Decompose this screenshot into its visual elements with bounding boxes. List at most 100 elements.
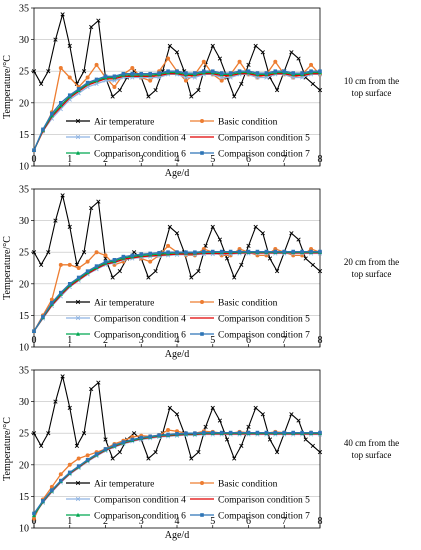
data-point [310, 262, 315, 267]
data-point [273, 430, 278, 435]
series-comparison-condition-7 [32, 69, 322, 152]
data-point [58, 262, 63, 267]
y-tick-label: 15 [19, 311, 29, 322]
data-point [85, 457, 90, 462]
data-point [224, 437, 230, 442]
data-point [148, 434, 152, 439]
data-point [85, 269, 90, 273]
legend-marker [75, 315, 81, 321]
legend: Air temperature Basic condition Comparison… [66, 299, 310, 341]
data-point [175, 69, 179, 73]
y-tick-label: 25 [19, 248, 29, 259]
data-point [309, 69, 313, 73]
x-tick-label: 1 [67, 516, 72, 527]
data-point [148, 251, 152, 256]
data-point [81, 250, 87, 255]
data-point [157, 433, 161, 437]
data-point [237, 69, 242, 73]
legend-label: Air temperature [94, 299, 154, 309]
data-point [317, 450, 323, 455]
data-point [303, 437, 308, 442]
legend-entry: Comparison condition 7 [190, 512, 310, 522]
legend-label: Basic condition [218, 299, 278, 309]
legend-marker [200, 300, 204, 304]
data-point [260, 412, 265, 417]
legend-entry: Comparison condition 7 [190, 150, 310, 160]
data-point [39, 81, 44, 86]
data-point [196, 450, 201, 455]
data-point [291, 75, 296, 80]
data-point [67, 262, 72, 267]
data-point [291, 249, 295, 254]
data-point [112, 257, 117, 262]
data-point [203, 243, 208, 248]
data-point [89, 24, 94, 30]
data-point [46, 250, 51, 255]
data-point [264, 430, 269, 435]
y-tick-label: 15 [19, 130, 29, 141]
data-point [59, 101, 63, 105]
data-point [76, 87, 81, 91]
data-point [239, 262, 244, 267]
data-point [31, 431, 37, 436]
data-point [112, 74, 117, 79]
data-point [273, 249, 278, 254]
data-point [260, 50, 265, 55]
data-point [167, 405, 172, 411]
data-point [300, 249, 304, 254]
series-air-temperature [31, 12, 323, 99]
legend-label: Comparison condition 5 [218, 496, 310, 506]
data-point [89, 205, 94, 211]
series-air-temperature [31, 374, 323, 461]
y-tick-label: 15 [19, 492, 29, 503]
data-point [189, 456, 194, 461]
y-tick-label: 20 [19, 460, 29, 471]
data-point [67, 405, 72, 411]
position-label-line: 10 cm from the [343, 76, 400, 86]
data-point [85, 75, 90, 80]
data-point [174, 50, 180, 55]
data-point [183, 75, 189, 80]
legend-label: Comparison condition 5 [218, 134, 310, 144]
data-point [74, 81, 80, 86]
data-point [67, 282, 72, 286]
y-tick-label: 20 [19, 279, 29, 290]
data-point [228, 71, 233, 75]
data-point [291, 430, 295, 435]
data-point [189, 275, 194, 280]
legend-entry: Comparison condition 4 [66, 315, 186, 325]
data-point [228, 249, 233, 254]
data-point [58, 103, 63, 108]
plot-frame [33, 369, 321, 529]
data-point [232, 94, 237, 99]
data-point [103, 447, 108, 451]
x-tick-label: 3 [139, 335, 144, 346]
data-point [130, 71, 135, 76]
data-point [130, 437, 135, 442]
data-point [274, 269, 280, 274]
data-point [253, 405, 258, 411]
legend-marker [200, 119, 204, 123]
data-point [67, 224, 72, 230]
data-point [255, 75, 260, 80]
y-tick-label: 25 [19, 429, 29, 440]
legend-label: Comparison condition 7 [218, 512, 310, 522]
data-point [255, 71, 260, 75]
data-point [202, 69, 206, 73]
legend-marker [75, 496, 81, 502]
x-tick-label: 3 [139, 154, 144, 165]
data-point [67, 43, 72, 49]
data-point [219, 430, 224, 435]
data-point [193, 71, 197, 75]
data-point [175, 432, 179, 436]
data-point [60, 193, 65, 198]
legend: Air temperature Basic condition Comparison… [66, 480, 310, 522]
data-point [318, 249, 322, 254]
y-axis-label: Temperature/°C [2, 55, 13, 119]
plot-frame [33, 7, 321, 167]
data-point [267, 256, 273, 261]
data-point [166, 56, 171, 61]
data-point [130, 66, 135, 71]
data-point [121, 71, 126, 76]
